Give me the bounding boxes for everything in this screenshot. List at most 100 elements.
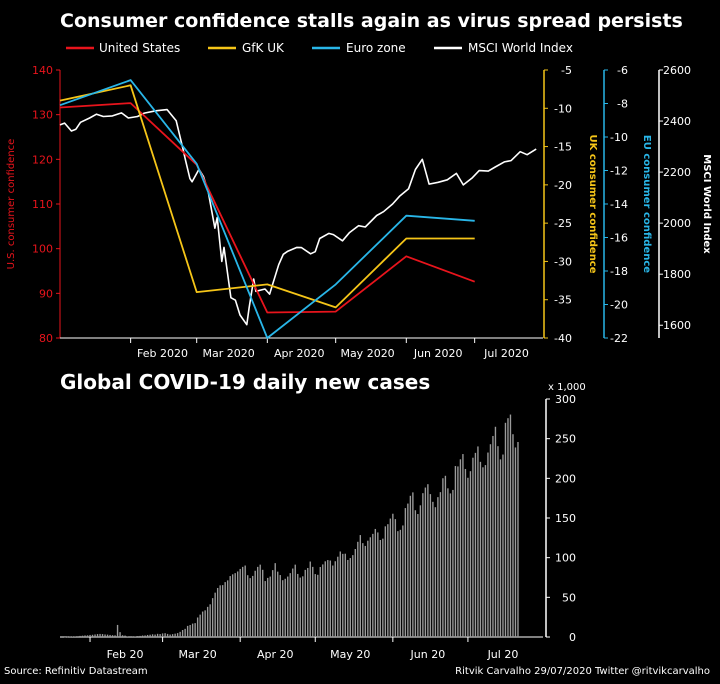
cases-y-tick-label: 200 [555, 472, 576, 485]
cases-bar [492, 435, 494, 637]
cases-bar [131, 636, 134, 637]
cases-bar [417, 514, 419, 637]
cases-bar [282, 580, 284, 637]
cases-bar [432, 501, 434, 637]
cases-bar [81, 635, 84, 637]
cases-bar [449, 493, 452, 637]
ez-axis-tick-label: -16 [610, 232, 628, 245]
cases-bar [174, 633, 176, 637]
cases-bar [191, 623, 194, 637]
cases-bar [211, 598, 214, 637]
cases-bar [264, 581, 266, 637]
cases-bar [159, 634, 161, 637]
cases-bar [497, 446, 499, 637]
ez-axis-tick-label: -14 [610, 198, 628, 211]
cases-bar [242, 566, 244, 637]
cases-y-tick-label: 100 [555, 552, 576, 565]
cases-bar [442, 478, 444, 637]
cases-bar [397, 531, 399, 637]
uk-axis-tick-label: -25 [554, 217, 572, 230]
cases-bar [399, 529, 402, 637]
cases-bar [116, 624, 119, 637]
cases-bar [427, 484, 429, 637]
cases-bar [504, 422, 507, 637]
cases-bar [362, 543, 364, 637]
cases-bar [184, 628, 186, 637]
cases-bar [419, 505, 422, 637]
top-x-tick-label: Jun 2020 [413, 347, 463, 360]
ez-axis-tick-label: -10 [610, 131, 628, 144]
cases-bar [494, 426, 497, 637]
cases-bar [412, 492, 414, 637]
cases-bar [114, 635, 116, 637]
top-x-tick-label: Mar 2020 [202, 347, 254, 360]
cases-bar [402, 525, 404, 637]
cases-bar [69, 636, 71, 638]
cases-bar [517, 442, 519, 637]
cases-bar [409, 495, 412, 637]
cases-y-tick-label: 0 [569, 631, 576, 644]
cases-bar [459, 459, 462, 637]
cases-bar [507, 418, 509, 637]
cases-bar [121, 635, 124, 637]
cases-bar [379, 539, 382, 637]
cases-bar [267, 577, 269, 637]
cases-bar [89, 634, 91, 637]
source-text: Source: Refinitiv Datastream [4, 666, 148, 677]
us-axis-tick-label: 100 [32, 243, 53, 256]
top-x-tick-label: Jul 2020 [483, 347, 529, 360]
cases-bar [414, 510, 417, 637]
cases-bar [457, 466, 459, 637]
cases-bar [141, 635, 144, 637]
cases-bar [467, 477, 469, 637]
cases-bar [64, 636, 66, 638]
ez-axis-tick-label: -20 [610, 299, 628, 312]
cases-bar [424, 487, 427, 637]
legend-label-msci: MSCI World Index [468, 41, 573, 55]
cases-bar [206, 606, 209, 637]
cases-bar [109, 634, 111, 637]
legend: United States GfK UK Euro zone MSCI Worl… [66, 41, 573, 55]
us-axis-label: U.S. consumer confidence [6, 139, 17, 270]
cases-bar [329, 560, 331, 637]
cases-bar [79, 635, 81, 637]
cases-bar [447, 488, 449, 637]
legend-label-ez: Euro zone [346, 41, 406, 55]
cases-bar [156, 633, 159, 637]
cases-bars [64, 414, 519, 638]
us-axis-tick-label: 130 [32, 109, 53, 122]
cases-bar [312, 566, 314, 637]
cases-unit-label: x 1,000 [548, 382, 586, 393]
cases-bar [364, 545, 367, 637]
ez-axis-label: EU consumer confidence [641, 135, 652, 273]
cases-bar [337, 556, 339, 637]
cases-bar [469, 471, 472, 637]
cases-bar [512, 434, 514, 637]
cases-y-tick-label: 150 [555, 512, 576, 525]
cases-bar [367, 540, 369, 637]
cases-bar [439, 492, 442, 637]
cases-bar [166, 633, 169, 637]
uk-axis-tick-label: -30 [554, 255, 572, 268]
uk-axis-tick-label: -15 [554, 141, 572, 154]
cases-bar [144, 635, 146, 637]
cases-bar [254, 570, 256, 637]
cases-bar [302, 576, 304, 637]
cases-bar [164, 633, 166, 637]
cases-bar [154, 634, 156, 637]
cases-bar [99, 633, 101, 637]
cases-bar [106, 634, 109, 637]
top-x-tick-label: Apr 2020 [274, 347, 325, 360]
cases-bar [487, 452, 489, 637]
cases-bar [136, 636, 139, 637]
cases-bar [327, 560, 329, 637]
ez-axis-tick-label: -22 [610, 332, 628, 345]
cases-bar [119, 632, 121, 637]
cases-bar [262, 569, 264, 637]
cases-bar [477, 446, 479, 637]
cases-bar [464, 468, 467, 637]
cases-bar [332, 565, 334, 637]
cases-bar [272, 570, 274, 637]
cases-bar [502, 454, 504, 637]
